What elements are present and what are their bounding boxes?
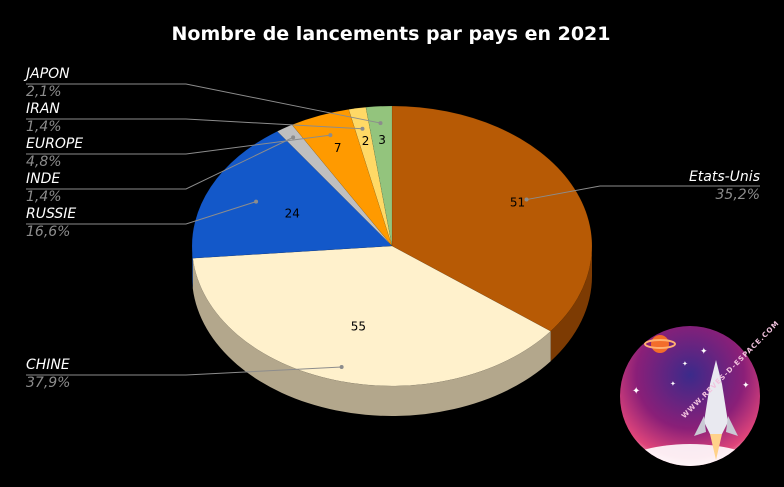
leader-dot-chine xyxy=(339,364,344,369)
percent-label-chine: 37,9% xyxy=(26,375,70,391)
leader-line-chine xyxy=(26,366,342,376)
leader-dot-europe xyxy=(328,133,333,138)
data-labels: 51 55 24 7 2 3 xyxy=(285,133,526,334)
leader-dot-etats-unis xyxy=(524,197,529,202)
category-label-inde: INDE xyxy=(26,171,60,187)
category-label-chine: CHINE xyxy=(26,357,70,373)
slice-chine xyxy=(192,245,552,387)
slice-side-russie xyxy=(192,246,193,289)
data-label-japon: 3 xyxy=(378,133,386,147)
leader-dot-russie xyxy=(254,199,259,204)
category-labels: Etats-Unis 35,2% CHINE 37,9% RUSSIE 16,6% INDE… xyxy=(23,66,760,391)
leader-dot-japon xyxy=(378,121,383,126)
pie-sides xyxy=(192,246,592,416)
percent-label-japon: 2,1% xyxy=(26,84,62,100)
chart-title: Nombre de lancements par pays en 2021 xyxy=(171,23,610,45)
leader-line-russie xyxy=(26,201,257,225)
slice-japon xyxy=(365,105,393,247)
data-label-chine: 55 xyxy=(351,320,366,334)
data-label-etats-unis: 51 xyxy=(510,196,525,210)
slice-etats-unis xyxy=(391,105,593,332)
svg-text:✦: ✦ xyxy=(670,380,676,388)
svg-text:✦: ✦ xyxy=(742,381,750,391)
percent-label-russie: 16,6% xyxy=(26,224,70,240)
svg-text:✦: ✦ xyxy=(632,386,640,397)
category-label-europe: EUROPE xyxy=(26,136,83,152)
data-label-russie: 24 xyxy=(285,206,300,220)
leader-line-japon xyxy=(26,83,381,124)
leader-line-europe xyxy=(26,134,331,155)
leader-line-inde xyxy=(26,136,294,190)
category-label-russie: RUSSIE xyxy=(26,206,76,222)
slice-side-chine xyxy=(192,258,551,416)
percent-label-etats-unis: 35,2% xyxy=(716,187,760,203)
leader-dot-inde xyxy=(291,135,296,140)
leader-dot-iran xyxy=(360,126,365,131)
category-label-iran: IRAN xyxy=(26,101,60,117)
svg-text:✦: ✦ xyxy=(682,360,688,368)
pie-slices xyxy=(191,105,593,387)
category-label-japon: JAPON xyxy=(23,66,70,82)
data-label-europe: 7 xyxy=(334,141,342,155)
leader-lines xyxy=(26,83,760,376)
site-logo: ✦ ✦ ✦ ✦ ✦ WWW.REVES-D-ESPACE.COM xyxy=(620,319,781,466)
slice-iran xyxy=(348,106,393,247)
percent-label-inde: 1,4% xyxy=(26,189,62,205)
leader-line-iran xyxy=(26,118,363,130)
leader-line-etats-unis xyxy=(526,185,760,201)
percent-label-iran: 1,4% xyxy=(26,119,62,135)
slice-russie xyxy=(191,131,393,259)
category-label-etats-unis: Etats-Unis xyxy=(689,169,760,185)
slice-side-etats-unis xyxy=(550,246,592,362)
percent-label-europe: 4,8% xyxy=(26,154,62,170)
data-label-iran: 2 xyxy=(362,134,370,148)
svg-text:✦: ✦ xyxy=(700,347,708,357)
